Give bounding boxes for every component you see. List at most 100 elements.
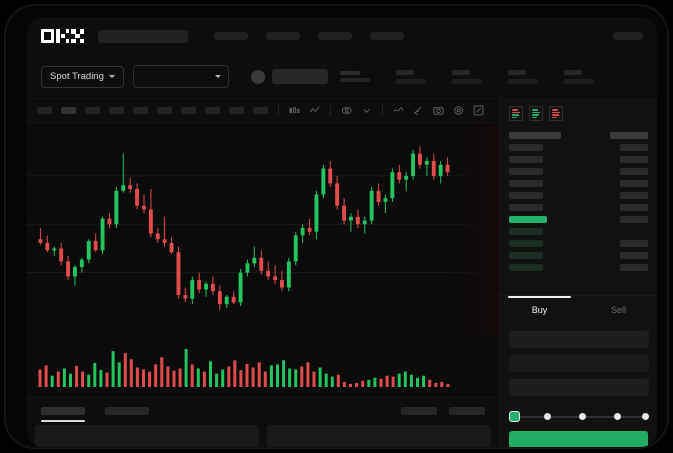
orderbook-current-price-row[interactable] — [509, 213, 648, 225]
slider-stop-25[interactable] — [544, 413, 551, 420]
orderbook-price-cell — [509, 215, 547, 223]
candlestick-chart[interactable] — [27, 123, 499, 335]
toolbar-divider — [382, 105, 383, 116]
orders-panel-2[interactable] — [267, 425, 491, 447]
market-stat-3 — [507, 69, 538, 84]
orders-action-2[interactable] — [449, 406, 485, 415]
tab-order-history[interactable] — [105, 406, 149, 415]
chevron-down-icon[interactable] — [361, 105, 372, 116]
orderbook-row[interactable] — [509, 177, 648, 189]
timeframe-7[interactable] — [181, 107, 196, 114]
timeframe-1[interactable] — [37, 107, 52, 114]
nav-item-3[interactable] — [318, 32, 352, 40]
orderbook-row[interactable] — [509, 201, 648, 213]
orderbook-row[interactable] — [509, 225, 648, 237]
amount-slider[interactable] — [509, 411, 649, 423]
orderbook-asks-icon[interactable] — [549, 106, 563, 121]
price-field[interactable] — [509, 355, 649, 372]
tab-open-orders[interactable] — [41, 406, 85, 422]
orderbook-both-icon[interactable] — [509, 106, 523, 121]
timeframe-10[interactable] — [253, 107, 268, 114]
compare-icon[interactable] — [341, 105, 352, 116]
slider-stop-50[interactable] — [579, 413, 586, 420]
orderbook-row[interactable] — [509, 249, 648, 261]
orderbook-column-headers[interactable] — [509, 129, 648, 141]
orderbook-row[interactable] — [509, 261, 648, 273]
orderbook-price-cell — [509, 251, 543, 259]
orderbook-row[interactable] — [509, 237, 648, 249]
stat-value — [451, 78, 482, 84]
camera-snapshot-icon[interactable] — [433, 105, 444, 116]
amount-field[interactable] — [509, 379, 649, 396]
orderbook-row[interactable] — [509, 165, 648, 177]
line-chart-icon[interactable] — [393, 105, 404, 116]
timeframe-9[interactable] — [229, 107, 244, 114]
orderbook-amount-cell — [620, 167, 648, 175]
volume-histogram[interactable] — [27, 335, 499, 397]
orderbook-amount-cell — [610, 131, 648, 139]
stat-label — [507, 69, 526, 75]
okx-logo-icon[interactable] — [41, 29, 85, 43]
trading-mode-label: Spot Trading — [50, 71, 104, 82]
header-action-1[interactable] — [613, 32, 643, 40]
stat-value — [395, 78, 426, 84]
orderbook-price-cell — [509, 227, 543, 235]
orderbook-amount-cell — [620, 203, 648, 211]
submit-order-button[interactable] — [509, 431, 648, 447]
nav-item-2[interactable] — [266, 32, 300, 40]
nav-item-4[interactable] — [370, 32, 404, 40]
order-entry-form — [500, 325, 657, 409]
fullscreen-icon[interactable] — [473, 105, 484, 116]
order-type-field[interactable] — [509, 331, 649, 348]
market-stat-4 — [563, 69, 594, 84]
slider-handle[interactable] — [509, 411, 520, 422]
orderbook-row[interactable] — [509, 153, 648, 165]
ruler-draw-icon[interactable] — [413, 105, 424, 116]
orderbook-panel: Buy Sell — [499, 99, 657, 447]
price-change-group — [339, 71, 370, 82]
chart-canvas — [27, 146, 499, 310]
orderbook-amount-cell — [620, 251, 648, 259]
app-screen: Spot Trading — [27, 17, 657, 447]
orderbook-price-cell — [509, 131, 561, 139]
trading-mode-selector[interactable]: Spot Trading — [41, 65, 124, 88]
slider-stop-75[interactable] — [614, 413, 621, 420]
timeframe-6[interactable] — [157, 107, 172, 114]
stat-value — [563, 78, 594, 84]
orderbook-amount-cell — [620, 215, 648, 223]
orderbook-amount-cell — [620, 191, 648, 199]
orderbook-bids-icon[interactable] — [529, 106, 543, 121]
pair-selector[interactable] — [132, 65, 229, 88]
chevron-down-icon — [108, 75, 115, 78]
orders-action-1[interactable] — [401, 406, 437, 415]
market-subheader: Spot Trading — [27, 55, 657, 99]
indicators-icon[interactable] — [309, 105, 320, 116]
orderbook-row[interactable] — [509, 189, 648, 201]
orderbook-rows[interactable] — [500, 126, 657, 273]
market-stat-1 — [395, 69, 426, 84]
last-price-group — [250, 69, 328, 84]
timeframe-3[interactable] — [85, 107, 100, 114]
stat-label — [395, 69, 414, 75]
orderbook-price-cell — [509, 191, 543, 199]
timeframe-2[interactable] — [61, 107, 76, 114]
orderbook-row[interactable] — [509, 141, 648, 153]
timeframe-4[interactable] — [109, 107, 124, 114]
settings-gear-icon[interactable] — [453, 105, 464, 116]
orders-tabs — [27, 397, 499, 423]
slider-stop-100[interactable] — [642, 413, 649, 420]
nav-item-1[interactable] — [214, 32, 248, 40]
timeframe-8[interactable] — [205, 107, 220, 114]
timeframe-5[interactable] — [133, 107, 148, 114]
app-header — [27, 17, 657, 55]
tab-sell[interactable]: Sell — [610, 304, 626, 315]
orderbook-price-cell — [509, 167, 543, 175]
tab-buy[interactable]: Buy — [500, 296, 579, 323]
orders-panel-1[interactable] — [35, 425, 259, 447]
orderbook-amount-cell — [620, 263, 648, 271]
orderbook-price-cell — [509, 263, 543, 271]
stat-label — [451, 69, 470, 75]
search-input[interactable] — [98, 29, 188, 43]
candlestick-type-icon[interactable] — [289, 105, 300, 116]
